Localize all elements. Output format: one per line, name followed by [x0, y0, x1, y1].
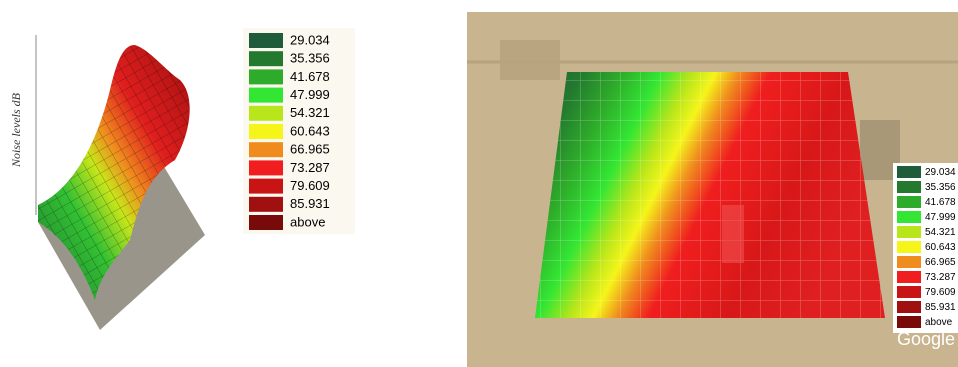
legend-swatch — [249, 179, 283, 194]
legend-label: 29.034 — [925, 167, 956, 178]
legend-swatch — [897, 241, 921, 253]
legend-label: 41.678 — [925, 197, 956, 208]
legend-label: 35.356 — [290, 51, 330, 66]
overlay-grid — [535, 72, 885, 318]
legend-swatch — [249, 197, 283, 212]
legend-swatch — [897, 316, 921, 328]
legend-swatch — [249, 142, 283, 157]
legend-swatch — [897, 286, 921, 298]
legend-swatch — [897, 301, 921, 313]
legend-swatch — [897, 256, 921, 268]
legend-label: 79.609 — [290, 178, 330, 193]
figure-canvas: Noise levels dB 29.034 35.356 41.678 47.999… — [0, 0, 958, 367]
legend-swatch — [249, 51, 283, 66]
legend-label: 85.931 — [290, 196, 330, 211]
legend-label: 79.609 — [925, 287, 956, 298]
legend-swatch — [897, 226, 921, 238]
legend-label: 41.678 — [290, 69, 330, 84]
legend-label: 60.643 — [290, 123, 330, 138]
legend-label: 54.321 — [290, 105, 330, 120]
legend-label: 29.034 — [290, 32, 330, 47]
legend-label: 85.931 — [925, 302, 956, 313]
legend: 29.034 35.356 41.678 47.999 54.321 60.643 66.9… — [243, 28, 355, 234]
legend-label: 73.287 — [925, 272, 956, 283]
legend-label: above — [925, 317, 953, 328]
legend-swatch — [249, 106, 283, 121]
legend-swatch — [897, 166, 921, 178]
satellite-map: Google — [467, 12, 958, 367]
legend-swatch — [249, 124, 283, 139]
legend-label: 47.999 — [290, 87, 330, 102]
surface-plot: Noise levels dB — [9, 35, 205, 330]
terrain-patch — [500, 40, 560, 80]
legend-label: 66.965 — [290, 142, 330, 157]
map-legend: 29.034 35.356 41.678 47.999 54.321 60.643 66.9… — [893, 163, 958, 333]
legend-swatch — [897, 211, 921, 223]
legend-label: 73.287 — [290, 160, 330, 175]
legend-swatch — [249, 160, 283, 175]
axis-label: Noise levels dB — [9, 92, 23, 168]
legend-label: 54.321 — [925, 227, 956, 238]
figure: Noise levels dB 29.034 35.356 41.678 47.999… — [0, 0, 958, 367]
legend-label: 60.643 — [925, 242, 956, 253]
legend-swatch — [249, 88, 283, 103]
building — [722, 205, 744, 263]
legend-swatch — [897, 181, 921, 193]
legend-label: 66.965 — [925, 257, 956, 268]
legend-swatch — [249, 33, 283, 48]
legend-label: above — [290, 214, 325, 229]
legend-label: 35.356 — [925, 182, 956, 193]
legend-swatch — [249, 69, 283, 84]
legend-swatch — [897, 196, 921, 208]
legend-label: 47.999 — [925, 212, 956, 223]
legend-swatch — [897, 271, 921, 283]
legend-swatch — [249, 215, 283, 230]
